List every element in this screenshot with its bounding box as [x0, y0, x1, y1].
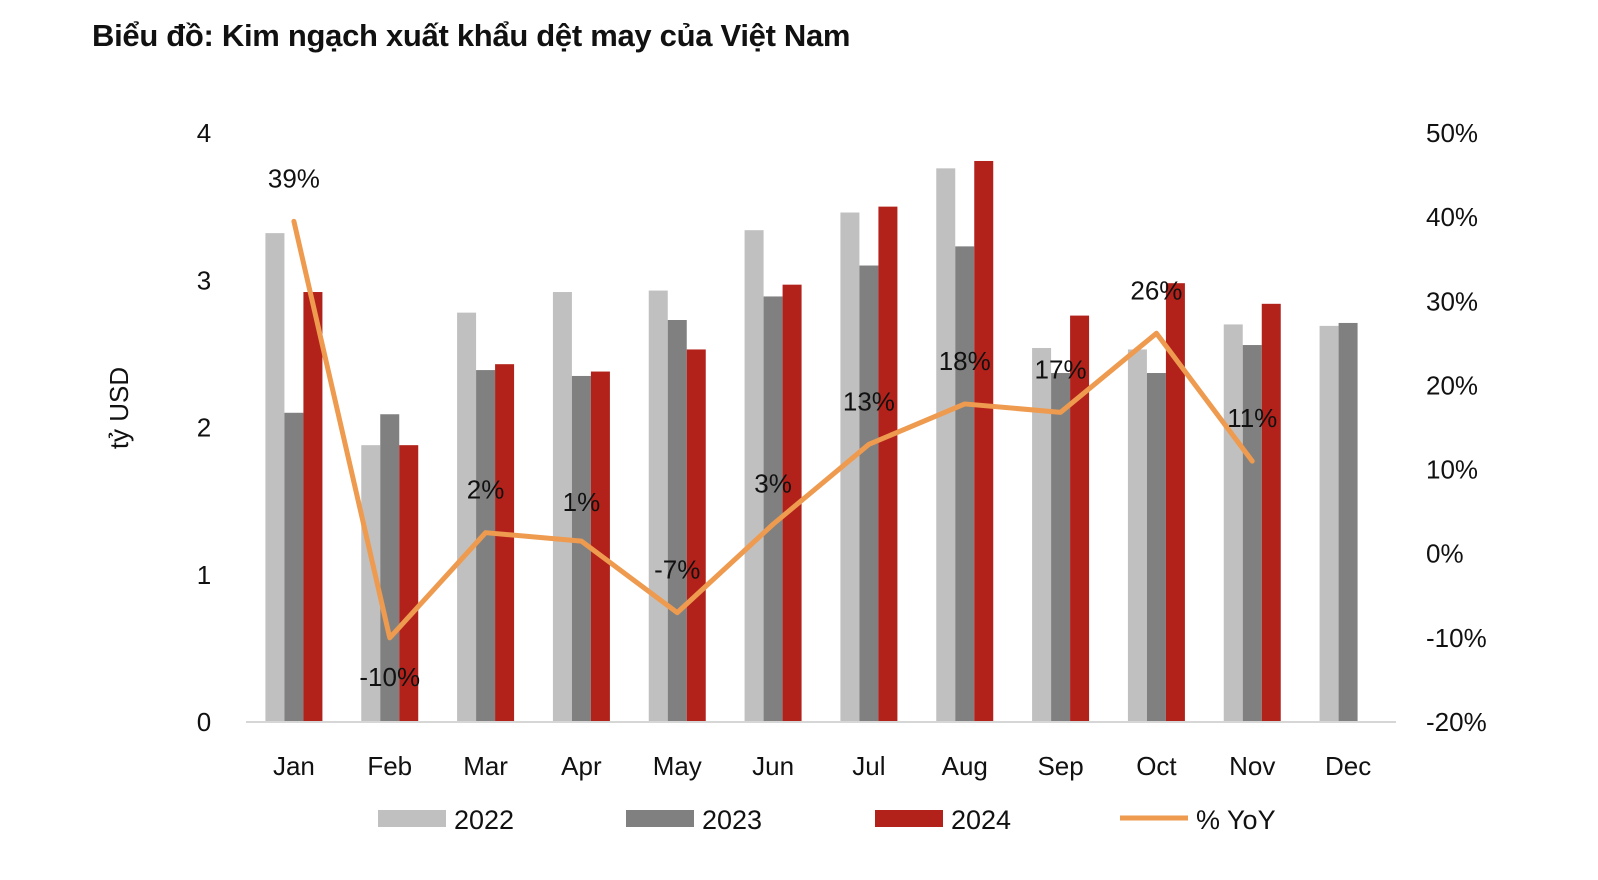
bar-2022-Jan	[265, 233, 285, 722]
yoy-label-Apr: 1%	[563, 487, 601, 517]
x-tick-label-Aug: Aug	[942, 751, 988, 781]
bar-2022-Jul	[840, 212, 860, 722]
y2-tick-label: 10%	[1426, 455, 1478, 485]
bar-2022-Jun	[744, 230, 764, 722]
yoy-label-Sep: 17%	[1035, 354, 1087, 384]
bar-2024-Mar	[495, 364, 515, 722]
y2-tick-label: 20%	[1426, 370, 1478, 400]
bar-2023-Dec	[1338, 322, 1358, 722]
legend: 2022 2023 2024 % YoY	[378, 805, 1276, 835]
bar-2024-Apr	[590, 371, 610, 722]
x-tick-label-Feb: Feb	[367, 751, 412, 781]
y-tick-label: 1	[197, 560, 211, 590]
bar-2024-Feb	[399, 445, 419, 722]
x-tick-label-May: May	[653, 751, 702, 781]
bar-2024-Jul	[878, 206, 898, 722]
bar-2022-Apr	[552, 292, 572, 722]
bar-2024-Sep	[1070, 315, 1090, 722]
axes-layer: 0 1 2 3 4 -20% -10% 0% 10% 20% 30% 40% 50% Jan Feb Mar A…	[104, 118, 1487, 781]
legend-label-2024: 2024	[951, 805, 1011, 835]
bar-2023-Aug	[955, 246, 975, 722]
x-tick-label-Jun: Jun	[752, 751, 794, 781]
bar-2024-May	[686, 349, 706, 722]
bar-2024-Oct	[1165, 283, 1185, 722]
bar-2022-Nov	[1223, 324, 1243, 722]
y2-tick-label: -20%	[1426, 707, 1487, 737]
legend-swatch-2024	[875, 810, 943, 827]
x-tick-label-Apr: Apr	[561, 751, 602, 781]
x-tick-label-Oct: Oct	[1136, 751, 1177, 781]
y2-tick-label: 50%	[1426, 118, 1478, 148]
yoy-label-Jan: 39%	[268, 163, 320, 193]
bar-2023-Nov	[1242, 345, 1262, 722]
x-tick-label-Jul: Jul	[852, 751, 885, 781]
legend-label-2022: 2022	[454, 805, 514, 835]
bar-2023-Jul	[859, 265, 879, 722]
yoy-line-layer	[291, 218, 1255, 641]
chart-title: Biểu đồ: Kim ngạch xuất khẩu dệt may của…	[92, 18, 851, 53]
yoy-label-Nov: 11%	[1227, 403, 1277, 433]
yoy-label-Mar: 2%	[467, 475, 505, 505]
bar-2022-Dec	[1319, 325, 1339, 722]
bar-2024-Aug	[974, 160, 994, 723]
x-tick-label-Jan: Jan	[273, 751, 315, 781]
bar-2022-Aug	[936, 168, 956, 723]
y2-tick-label: 0%	[1426, 539, 1464, 569]
bar-2023-Jan	[284, 412, 304, 722]
data-labels-layer: 39% -10% 2% 1% -7% 3% 13% 18% 17% 26% 11%	[268, 163, 1277, 692]
x-tick-label-Mar: Mar	[463, 751, 508, 781]
bar-2022-Oct	[1127, 349, 1147, 722]
bars-layer	[265, 160, 1358, 723]
y-tick-label: 4	[197, 118, 211, 148]
legend-swatch-2022	[378, 810, 446, 827]
x-tick-label-Sep: Sep	[1037, 751, 1083, 781]
legend-swatch-2023	[626, 810, 694, 827]
y2-tick-label: -10%	[1426, 623, 1487, 653]
bar-2023-Apr	[571, 375, 591, 722]
bar-2024-Jun	[782, 284, 802, 722]
yoy-label-Jul: 13%	[843, 386, 895, 416]
bar-2024-Jan	[303, 292, 323, 722]
bar-2022-Mar	[457, 312, 477, 722]
yoy-line	[291, 218, 1255, 641]
bar-2023-Jun	[763, 296, 783, 722]
legend-label-2023: 2023	[702, 805, 762, 835]
y-tick-label: 2	[197, 413, 211, 443]
y-axis-title: tỷ USD	[104, 367, 134, 449]
y2-tick-label: 40%	[1426, 202, 1478, 232]
bar-2022-Sep	[1032, 347, 1052, 722]
y-tick-label: 3	[197, 265, 211, 295]
bar-2023-Mar	[476, 370, 496, 722]
bar-2023-Feb	[380, 414, 400, 722]
bar-2022-Feb	[361, 445, 381, 722]
yoy-label-May: -7%	[654, 555, 700, 585]
y2-tick-label: 30%	[1426, 286, 1478, 316]
yoy-label-Feb: -10%	[359, 662, 420, 692]
y-tick-label: 0	[197, 707, 211, 737]
bar-2023-Oct	[1146, 373, 1166, 722]
legend-label-% YoY: % YoY	[1196, 805, 1276, 835]
x-tick-label-Dec: Dec	[1325, 751, 1371, 781]
bar-2024-Nov	[1261, 303, 1281, 722]
bar-2023-May	[667, 320, 687, 722]
x-tick-label-Nov: Nov	[1229, 751, 1275, 781]
bar-2022-May	[648, 290, 668, 722]
bar-2023-Sep	[1051, 373, 1071, 722]
yoy-label-Aug: 18%	[939, 346, 991, 376]
yoy-label-Oct: 26%	[1130, 275, 1182, 305]
yoy-label-Jun: 3%	[754, 468, 792, 498]
